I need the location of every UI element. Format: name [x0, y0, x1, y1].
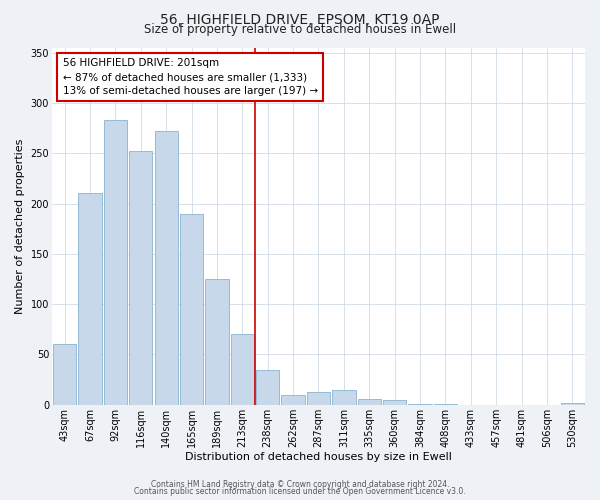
Bar [409, 404, 431, 405]
Text: Contains HM Land Registry data © Crown copyright and database right 2024.: Contains HM Land Registry data © Crown c… [151, 480, 449, 489]
Y-axis label: Number of detached properties: Number of detached properties [15, 138, 25, 314]
X-axis label: Distribution of detached houses by size in Ewell: Distribution of detached houses by size … [185, 452, 452, 462]
Bar [53, 344, 76, 405]
Bar [256, 370, 280, 405]
Bar [383, 400, 406, 405]
Bar [332, 390, 356, 405]
Bar [281, 394, 305, 405]
Bar [434, 404, 457, 405]
Bar [104, 120, 127, 405]
Text: Contains public sector information licensed under the Open Government Licence v3: Contains public sector information licen… [134, 487, 466, 496]
Text: 56, HIGHFIELD DRIVE, EPSOM, KT19 0AP: 56, HIGHFIELD DRIVE, EPSOM, KT19 0AP [160, 12, 440, 26]
Bar [180, 214, 203, 405]
Bar [205, 279, 229, 405]
Text: Size of property relative to detached houses in Ewell: Size of property relative to detached ho… [144, 22, 456, 36]
Text: 56 HIGHFIELD DRIVE: 201sqm
← 87% of detached houses are smaller (1,333)
13% of s: 56 HIGHFIELD DRIVE: 201sqm ← 87% of deta… [62, 58, 318, 96]
Bar [155, 131, 178, 405]
Bar [79, 194, 102, 405]
Bar [230, 334, 254, 405]
Bar [129, 151, 152, 405]
Bar [358, 399, 381, 405]
Bar [307, 392, 330, 405]
Bar [560, 403, 584, 405]
